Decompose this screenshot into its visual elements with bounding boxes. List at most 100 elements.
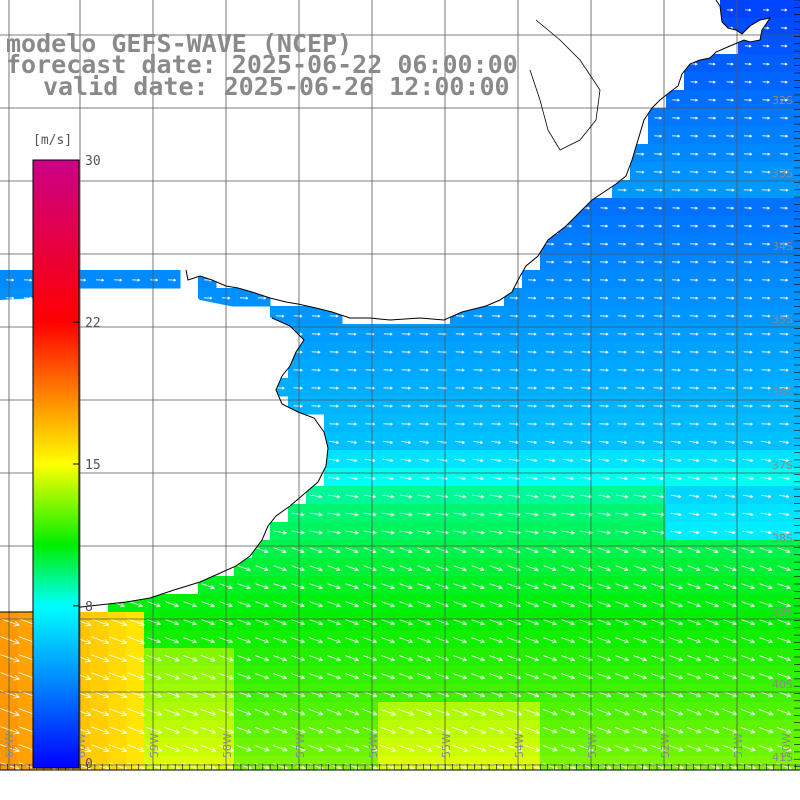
wind-arrow: [545, 350, 555, 354]
field-cell: [720, 684, 739, 703]
field-cell: [774, 684, 793, 703]
lat-label: 32S: [772, 94, 793, 107]
wind-arrow: [615, 494, 629, 499]
field-cell: [306, 522, 325, 541]
wind-arrow: [182, 708, 198, 716]
wind-arrow: [632, 745, 648, 752]
wind-arrow: [636, 278, 645, 282]
wind-arrow: [237, 655, 252, 662]
field-cell: [432, 486, 451, 505]
field-cell: [594, 468, 613, 487]
field-cell: [774, 18, 793, 37]
wind-arrow: [705, 583, 719, 590]
field-cell: [702, 414, 721, 433]
field-cell: [666, 90, 685, 109]
field-cell: [450, 450, 469, 469]
field-cell: [720, 126, 739, 145]
field-cell: [630, 756, 649, 770]
field-cell: [324, 594, 343, 613]
wind-arrow: [290, 745, 306, 752]
wind-arrow: [327, 583, 341, 590]
wind-arrow: [273, 547, 287, 553]
field-cell: [396, 414, 415, 433]
field-cell: [252, 558, 271, 577]
field-cell: [540, 288, 559, 307]
field-cell: [252, 720, 271, 739]
field-cell: [432, 504, 451, 523]
field-cell: [612, 468, 631, 487]
wind-arrow: [254, 709, 270, 716]
field-cell: [576, 612, 595, 631]
wind-arrow: [581, 350, 591, 354]
wind-arrow: [546, 242, 554, 246]
wind-arrow: [239, 296, 249, 300]
field-cell: [306, 504, 325, 523]
field-cell: [630, 360, 649, 379]
wind-arrow: [490, 476, 502, 481]
field-cell: [666, 234, 685, 253]
field-cell: [522, 504, 541, 523]
wind-arrow: [597, 583, 611, 590]
wind-arrow: [726, 206, 734, 210]
wind-arrow: [599, 296, 609, 300]
wind-arrow: [527, 422, 537, 426]
field-cell: [432, 594, 451, 613]
field-cell: [540, 756, 559, 770]
field-cell: [666, 702, 685, 721]
wind-arrow: [255, 601, 269, 608]
field-cell: [738, 684, 757, 703]
field-cell: [342, 378, 361, 397]
wind-arrow: [617, 440, 627, 444]
field-cell: [774, 144, 793, 163]
field-cell: [648, 162, 667, 181]
field-cell: [594, 486, 613, 505]
wind-arrow: [560, 727, 576, 734]
wind-arrow: [779, 188, 789, 192]
wind-arrow: [726, 116, 734, 120]
field-cell: [576, 504, 595, 523]
field-cell: [540, 306, 559, 325]
wind-arrow: [326, 673, 342, 680]
lon-label: 57W: [294, 733, 307, 758]
field-cell: [216, 648, 235, 667]
field-cell: [792, 342, 800, 361]
wind-arrow: [417, 494, 431, 499]
field-cell: [558, 720, 577, 739]
field-cell: [288, 648, 307, 667]
wind-arrow: [780, 116, 788, 120]
wind-arrow: [708, 278, 717, 282]
wind-arrow: [489, 565, 503, 572]
wind-arrow: [419, 350, 429, 354]
wind-arrow: [165, 637, 179, 644]
field-cell: [540, 324, 559, 343]
field-cell: [666, 108, 685, 127]
wind-arrow: [451, 744, 469, 752]
wind-arrow: [560, 673, 576, 680]
wind-arrow: [597, 637, 611, 644]
field-cell: [342, 414, 361, 433]
field-cell: [666, 144, 685, 163]
lon-label: 61W: [3, 733, 16, 758]
field-cell: [468, 738, 487, 757]
field-cell: [414, 720, 433, 739]
field-cell: [486, 306, 505, 325]
field-cell: [756, 378, 775, 397]
field-cell: [558, 522, 577, 541]
field-cell: [342, 756, 361, 770]
field-cell: [414, 468, 433, 487]
field-cell: [612, 504, 631, 523]
field-cell: [504, 522, 523, 541]
field-cell: [108, 738, 127, 757]
wind-arrow: [273, 565, 287, 572]
wind-arrow: [327, 565, 341, 572]
field-cell: [108, 270, 127, 289]
wind-arrow: [309, 565, 323, 572]
wind-arrow: [760, 530, 772, 535]
field-cell: [684, 324, 703, 343]
field-cell: [234, 576, 253, 595]
field-cell: [774, 54, 793, 73]
wind-arrow: [582, 242, 590, 246]
field-cell: [576, 414, 595, 433]
field-cell: [216, 720, 235, 739]
field-cell: [756, 0, 775, 19]
